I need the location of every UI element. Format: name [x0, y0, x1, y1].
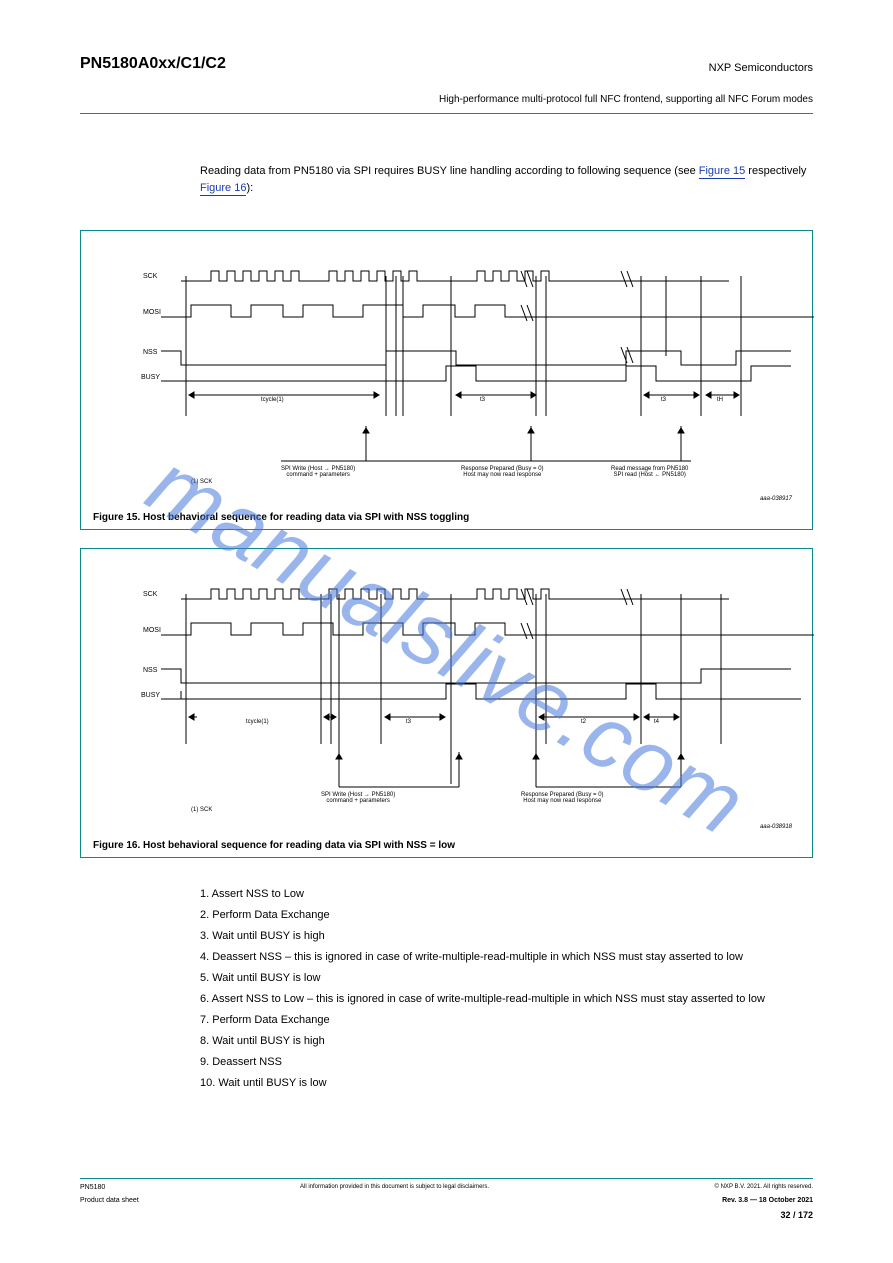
intro-after: ): [246, 182, 253, 194]
fig16-callout1: SPI Write (Host → PN5180) command + para… [321, 792, 395, 804]
footer-mid: All information provided in this documen… [300, 1184, 489, 1190]
header-subtitle: High-performance multi-protocol full NFC… [439, 94, 813, 105]
intro-before: Reading data from PN5180 via SPI require… [200, 165, 699, 177]
figure15-diagram [81, 231, 814, 531]
figure15-box: SCK MOSI NSS BUSY tcycle(1) t3 t3 tH (1)… [80, 230, 813, 530]
fig16-busy-label: BUSY [141, 692, 160, 699]
step-4: 4. Deassert NSS – this is ignored in cas… [200, 947, 813, 968]
fig15-note1: (1) SCK [191, 479, 212, 485]
step-6: 6. Assert NSS to Low – this is ignored i… [200, 989, 813, 1010]
fig15-aaa: aaa-038917 [760, 496, 792, 502]
footer-rule [80, 1178, 813, 1179]
footer-left2: Product data sheet [80, 1197, 139, 1204]
footer-right2: Rev. 3.8 — 18 October 2021 [722, 1197, 813, 1204]
fig15-mosi-label: MOSI [143, 309, 161, 316]
step-5: 5. Wait until BUSY is low [200, 968, 813, 989]
step-10: 10. Wait until BUSY is low [200, 1073, 813, 1094]
fig16-t2: t2 [581, 719, 586, 725]
fig16-note1: (1) SCK [191, 807, 212, 813]
step-8: 8. Wait until BUSY is high [200, 1031, 813, 1052]
footer-page: 32 / 172 [780, 1210, 813, 1220]
fig15-busy-label: BUSY [141, 374, 160, 381]
step-7: 7. Perform Data Exchange [200, 1010, 813, 1031]
header-company: NXP Semiconductors [709, 62, 813, 74]
step-1: 1. Assert NSS to Low [200, 884, 813, 905]
fig15-sck-label: SCK [143, 273, 157, 280]
fig15-callout3: Read message from PN5180 SPI read (Host … [611, 466, 688, 478]
figure15-caption: Figure 15. Host behavioral sequence for … [93, 512, 469, 523]
footer-left1: PN5180 [80, 1184, 105, 1191]
fig15-t3: t3 [480, 397, 485, 403]
fig16-callout2: Response Prepared (Busy = 0) Host may no… [521, 792, 604, 804]
header-product: PN5180A0xx/C1/C2 [80, 55, 226, 73]
fig16-t3: t3 [406, 719, 411, 725]
figure15-link[interactable]: Figure 15 [699, 165, 745, 179]
step-9: 9. Deassert NSS [200, 1052, 813, 1073]
fig16-tcycle: tcycle(1) [246, 719, 269, 725]
figure16-link[interactable]: Figure 16 [200, 182, 246, 196]
figure16-caption: Figure 16. Host behavioral sequence for … [93, 840, 455, 851]
fig16-mosi-label: MOSI [143, 627, 161, 634]
fig15-callout2: Response Prepared (Busy = 0) Host may no… [461, 466, 544, 478]
fig16-aaa: aaa-038918 [760, 824, 792, 830]
fig15-nss-label: NSS [143, 349, 157, 356]
fig16-sck-label: SCK [143, 591, 157, 598]
fig15-callout1: SPI Write (Host → PN5180) command + para… [281, 466, 355, 478]
fig15-th: tH [717, 397, 723, 403]
step-2: 2. Perform Data Exchange [200, 905, 813, 926]
fig15-tcycle: tcycle(1) [261, 397, 284, 403]
footer-right1: © NXP B.V. 2021. All rights reserved. [715, 1184, 813, 1190]
fig15-t3b: t3 [661, 397, 666, 403]
fig16-t4: t4 [654, 719, 659, 725]
intro-paragraph: Reading data from PN5180 via SPI require… [200, 163, 813, 197]
steps-list: 1. Assert NSS to Low 2. Perform Data Exc… [200, 884, 813, 1094]
header-rule [80, 113, 813, 114]
fig16-nss-label: NSS [143, 667, 157, 674]
intro-between: respectively [745, 165, 806, 177]
figure16-box: SCK MOSI NSS BUSY tcycle(1) t3 t2 t4 (1)… [80, 548, 813, 858]
step-3: 3. Wait until BUSY is high [200, 926, 813, 947]
